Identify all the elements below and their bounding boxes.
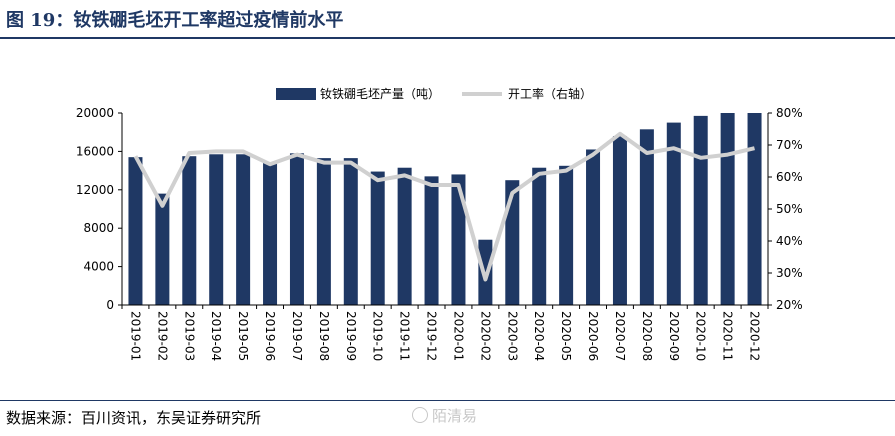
x-tick-label: 2020-04 — [532, 311, 546, 361]
x-tick-label: 2019-01 — [128, 311, 142, 361]
x-tick-label: 2020-06 — [586, 311, 600, 361]
x-tick-label: 2020-08 — [640, 311, 654, 361]
x-tick-label: 2020-07 — [613, 311, 627, 361]
bar-production — [182, 156, 197, 305]
chart-canvas: 钕铁硼毛坯产量（吨） 开工率（右轴） 0 4000 8000 12000 16000 20… — [76, 86, 803, 361]
y2-tick-label: 50% — [776, 202, 803, 216]
y-tick-label: 8000 — [83, 221, 114, 235]
x-tick-label: 2019-02 — [155, 311, 169, 361]
x-tick-label: 2019-04 — [209, 311, 223, 361]
watermark: 陌清易 — [412, 405, 477, 426]
x-tick-label: 2019-09 — [344, 311, 358, 361]
x-tick-label: 2019-07 — [290, 311, 304, 361]
y-tick-label: 12000 — [76, 183, 114, 197]
x-tick-label: 2020-02 — [478, 311, 492, 361]
bar-production — [289, 153, 304, 305]
bar-production — [586, 149, 601, 305]
y-tick-label: 16000 — [76, 144, 114, 158]
x-tick-label: 2020-11 — [721, 311, 735, 361]
chart-legend: 钕铁硼毛坯产量（吨） 开工率（右轴） — [276, 86, 592, 101]
bar-production — [263, 162, 278, 305]
x-tick-label: 2020-05 — [559, 311, 573, 361]
bar-production — [343, 158, 358, 305]
x-tick-label: 2020-10 — [694, 311, 708, 361]
bar-production — [424, 176, 439, 305]
bar-production — [505, 180, 520, 305]
bar-production — [666, 122, 681, 305]
figure-title: 图 19：钕铁硼毛坯开工率超过疫情前水平 — [6, 10, 344, 31]
bar-production — [128, 157, 143, 305]
line-utilization — [133, 131, 755, 282]
bar-production — [639, 129, 654, 305]
legend-label-utilization: 开工率（右轴） — [508, 86, 592, 101]
x-tick-label: 2019-05 — [236, 311, 250, 361]
y2-tick-label: 70% — [776, 138, 803, 152]
bar-production — [747, 113, 762, 305]
bar-production — [693, 115, 708, 305]
watermark-text: 陌清易 — [432, 407, 478, 425]
legend-swatch-production — [276, 88, 316, 100]
source-note: 数据来源：百川资讯，东吴证券研究所 — [6, 409, 262, 427]
y2-tick-label: 20% — [776, 298, 803, 312]
bar-production — [370, 171, 385, 305]
bar-production — [155, 193, 170, 305]
bar-production — [451, 174, 466, 305]
title-rule — [0, 37, 895, 39]
bar-production — [532, 167, 547, 305]
bar-production — [559, 165, 574, 305]
x-tick-label: 2019-11 — [398, 311, 412, 361]
y-tick-label: 0 — [106, 298, 114, 312]
figure-header: 图 19：钕铁硼毛坯开工率超过疫情前水平 — [0, 0, 895, 40]
footer-rule — [0, 400, 895, 401]
bar-production — [316, 158, 331, 305]
x-tick-label: 2019-08 — [317, 311, 331, 361]
y2-tick-label: 30% — [776, 266, 803, 280]
x-tick-label: 2019-06 — [263, 311, 277, 361]
bar-production — [612, 136, 627, 305]
watermark-icon — [412, 407, 428, 423]
x-tick-label: 2020-09 — [667, 311, 681, 361]
x-tick-label: 2019-10 — [371, 311, 385, 361]
y2-tick-label: 60% — [776, 170, 803, 184]
x-tick-label: 2020-12 — [748, 311, 762, 361]
y2-tick-label: 80% — [776, 106, 803, 120]
bar-production — [209, 154, 224, 305]
legend-label-production: 钕铁硼毛坯产量（吨） — [320, 86, 440, 101]
bar-production — [397, 167, 412, 305]
x-tick-label: 2020-01 — [451, 311, 465, 361]
x-tick-label: 2019-03 — [182, 311, 196, 361]
bar-production — [720, 113, 735, 305]
y-tick-label: 4000 — [83, 260, 114, 274]
y2-tick-label: 40% — [776, 234, 803, 248]
x-tick-label: 2020-03 — [505, 311, 519, 361]
bar-production — [236, 154, 251, 305]
y-tick-label: 20000 — [76, 106, 114, 120]
plot-area: 0 4000 8000 12000 16000 20000 20% 30% 40% 50% 60% 7… — [76, 106, 803, 361]
x-tick-label: 2019-12 — [425, 311, 439, 361]
